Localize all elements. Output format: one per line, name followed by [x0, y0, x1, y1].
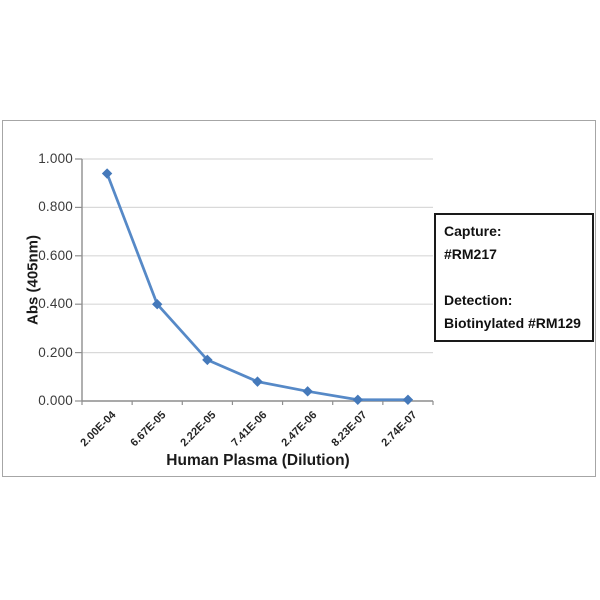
y-tick-label: 0.400: [38, 296, 73, 312]
data-point-marker: [352, 394, 363, 405]
annotation-spacer: [444, 266, 588, 289]
annotation-detection-label: Detection:: [444, 292, 513, 308]
data-point-marker: [302, 386, 313, 397]
y-tick-label: 1.000: [38, 151, 73, 166]
y-tick-label: 0.000: [38, 393, 73, 408]
data-point-marker: [152, 298, 163, 310]
data-point-marker: [101, 168, 113, 179]
data-point-marker: [402, 394, 414, 405]
y-tick-label: 0.200: [38, 344, 73, 360]
annotation-capture-value: #RM217: [444, 246, 497, 262]
x-axis-title: Human Plasma (Dilution): [166, 452, 350, 469]
annotation-capture-label: Capture:: [444, 223, 502, 239]
y-tick-label: 0.600: [38, 247, 73, 263]
y-tick-label: 0.800: [38, 199, 73, 215]
data-point-marker: [202, 354, 213, 366]
annotation-detection-value: Biotinylated #RM129: [444, 315, 581, 331]
data-point-marker: [252, 376, 263, 387]
annotation-box: Capture: #RM217 Detection: Biotinylated …: [434, 213, 594, 342]
y-axis-title: Abs (405nm): [24, 234, 42, 326]
